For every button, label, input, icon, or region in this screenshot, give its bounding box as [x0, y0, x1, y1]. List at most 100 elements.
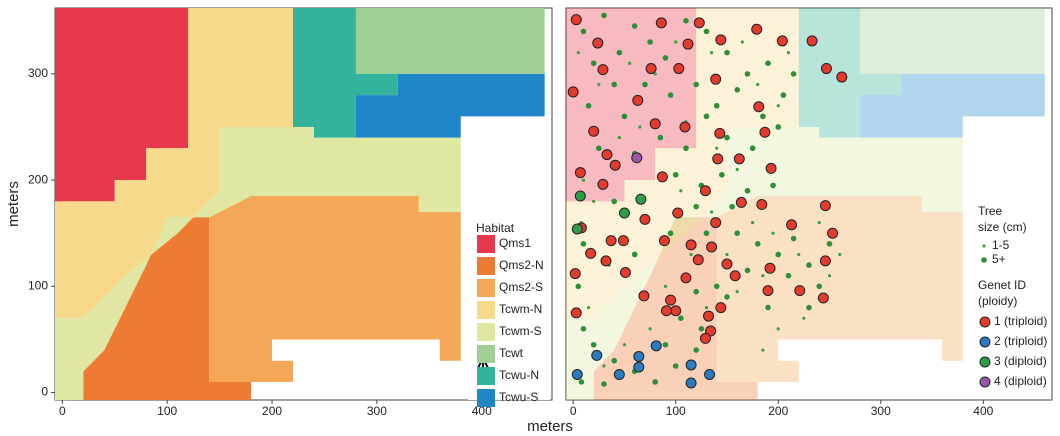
genet-point	[651, 341, 661, 351]
legend-swatch	[477, 301, 495, 319]
genet-point	[620, 268, 630, 278]
tree-point	[806, 305, 812, 311]
y-tick-label: 200	[28, 172, 48, 186]
genet-point	[752, 24, 762, 34]
x-axis-title: meters	[527, 418, 573, 435]
tree-point	[710, 51, 713, 54]
tree-point	[705, 306, 708, 309]
tree-point	[648, 327, 651, 330]
genet-point	[602, 150, 612, 160]
genet-point	[716, 35, 726, 45]
x-tick-label: 400	[973, 404, 993, 418]
tree-point	[734, 230, 740, 236]
tree-point	[587, 306, 590, 309]
tree-point	[797, 253, 800, 256]
tree-point	[642, 82, 648, 88]
genet-point	[610, 160, 620, 170]
tree-point	[729, 204, 735, 210]
genet-point	[671, 306, 681, 316]
legend-label: 4 (diploid)	[994, 374, 1047, 388]
tree-point	[602, 364, 605, 367]
genet-point	[589, 126, 599, 136]
tree-point	[714, 284, 720, 290]
tree-point	[806, 262, 812, 268]
genet-point	[716, 303, 726, 313]
y-tick-label: 0	[41, 385, 48, 399]
genet-point	[713, 154, 723, 164]
tree-point	[791, 71, 797, 77]
tree-point	[611, 82, 617, 88]
genet-point	[634, 362, 644, 372]
legend-label: Qms1	[499, 236, 531, 250]
tree-point	[658, 135, 664, 141]
tree-point	[668, 230, 674, 236]
tree-point	[581, 241, 587, 247]
tree-point	[683, 145, 689, 151]
tree-point	[750, 145, 756, 151]
genet-point	[686, 360, 696, 370]
genet-point	[640, 214, 650, 224]
tree-point	[601, 381, 607, 387]
legend-marker	[980, 337, 990, 347]
x-tick-label: 300	[367, 404, 387, 418]
y-tick-label: 300	[28, 66, 48, 80]
legend-marker	[980, 317, 990, 327]
tree-point	[745, 71, 751, 77]
genet-point	[765, 263, 775, 273]
tree-point	[777, 327, 780, 330]
legend-label: Tcwu-S	[499, 390, 538, 404]
genet-point	[572, 224, 582, 234]
genet-point	[666, 295, 676, 305]
tree-point	[828, 274, 831, 277]
tree-point	[724, 294, 730, 300]
tree-point	[751, 221, 754, 224]
tree-point	[775, 252, 781, 258]
tree-point	[745, 268, 751, 274]
tree-point	[761, 348, 764, 351]
tree-point	[577, 51, 580, 54]
legend-label: Tcwt	[499, 346, 524, 360]
tree-point	[628, 62, 631, 65]
tree-point	[725, 253, 728, 256]
legend-swatch	[477, 323, 495, 341]
tree-point	[736, 290, 739, 293]
genet-point	[598, 179, 608, 189]
tree-point	[663, 55, 669, 61]
genet-point	[837, 72, 847, 82]
genet-point	[707, 242, 717, 252]
genet-point	[711, 218, 721, 228]
legend-swatch	[477, 257, 495, 275]
tree-point	[664, 285, 667, 288]
tree-point	[761, 274, 764, 277]
tree-point	[745, 188, 751, 194]
genet-point	[686, 240, 696, 250]
tree-point	[652, 379, 658, 385]
tree-point	[683, 18, 689, 24]
y-axis-title: meters	[5, 181, 22, 227]
genet-point	[705, 370, 715, 380]
genet-point	[820, 201, 830, 211]
legend-title: size (cm)	[978, 220, 1027, 234]
tree-point	[724, 50, 730, 56]
genet-point	[795, 286, 805, 296]
genet-point	[571, 308, 581, 318]
tree-point	[586, 103, 592, 109]
x-tick-label: 100	[666, 404, 686, 418]
genet-point	[636, 194, 646, 204]
tree-point	[632, 252, 638, 258]
legend-label: 2 (triploid)	[994, 334, 1047, 348]
legend-title: Genet ID	[978, 278, 1026, 292]
tree-point	[704, 230, 710, 236]
tree-point	[770, 183, 776, 189]
legend-label: 5+	[992, 252, 1006, 266]
tree-point	[581, 326, 587, 332]
tree-point	[617, 50, 623, 56]
tree-point	[838, 253, 841, 256]
genet-point	[618, 236, 628, 246]
genet-point	[572, 370, 582, 380]
tree-point	[673, 172, 679, 178]
genet-point	[568, 87, 578, 97]
genet-point	[700, 186, 710, 196]
genet-point	[730, 271, 740, 281]
genet-point	[657, 172, 667, 182]
